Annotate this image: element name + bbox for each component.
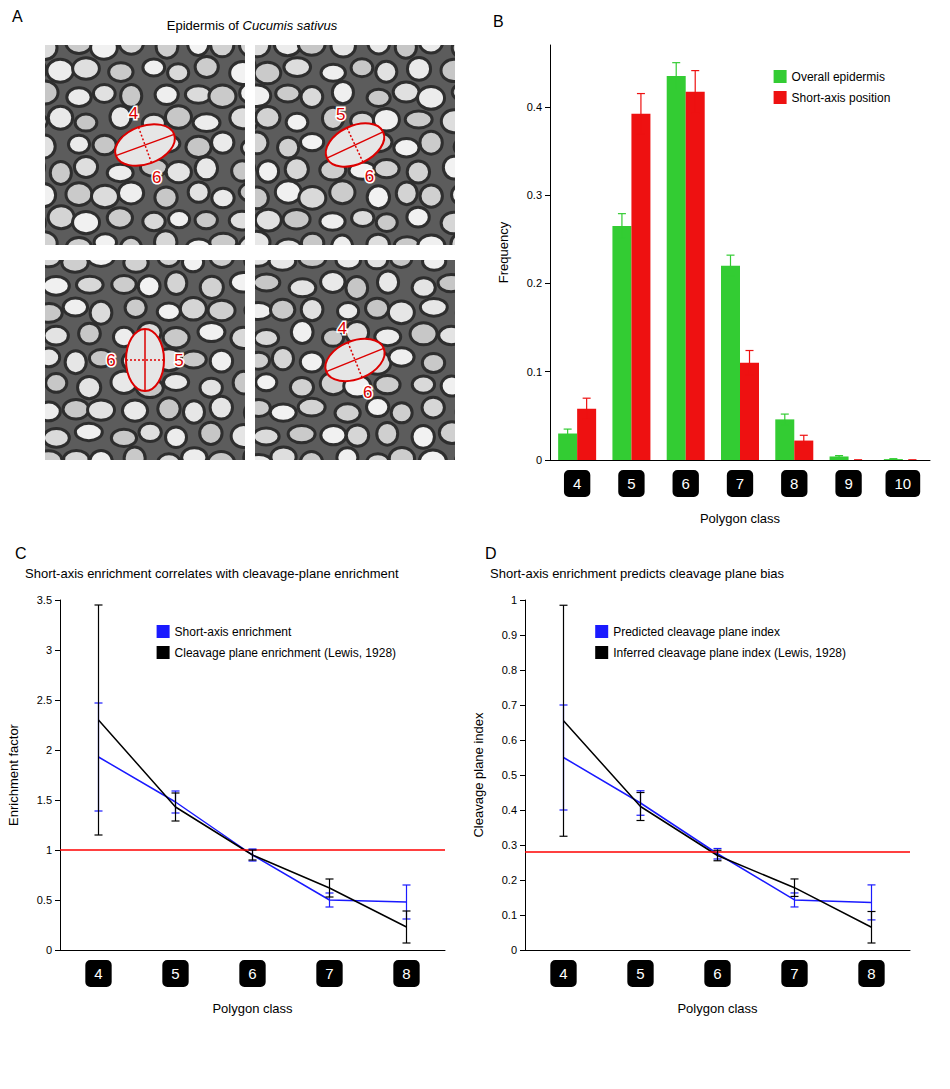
svg-text:4: 4: [559, 965, 567, 982]
svg-text:Frequency: Frequency: [496, 221, 511, 283]
svg-text:8: 8: [402, 965, 410, 982]
svg-text:A: A: [12, 8, 23, 25]
svg-text:6: 6: [713, 965, 721, 982]
svg-text:0.8: 0.8: [502, 664, 517, 676]
svg-text:Overall epidermis: Overall epidermis: [792, 70, 885, 84]
svg-text:0.2: 0.2: [527, 277, 542, 289]
svg-text:0.6: 0.6: [502, 734, 517, 746]
svg-text:Polygon class: Polygon class: [677, 1001, 758, 1016]
svg-text:Polygon class: Polygon class: [700, 511, 781, 526]
svg-text:6: 6: [106, 351, 115, 370]
svg-text:8: 8: [790, 475, 798, 492]
svg-text:Short-axis enrichment predicts: Short-axis enrichment predicts cleavage …: [490, 566, 785, 581]
svg-text:0: 0: [511, 944, 517, 956]
svg-text:0.4: 0.4: [527, 101, 542, 113]
svg-text:2.5: 2.5: [37, 694, 52, 706]
svg-text:Polygon class: Polygon class: [212, 1001, 293, 1016]
svg-text:7: 7: [790, 965, 798, 982]
svg-text:5: 5: [174, 351, 183, 370]
svg-text:0.5: 0.5: [502, 769, 517, 781]
svg-text:C: C: [15, 545, 27, 562]
svg-text:0.4: 0.4: [502, 804, 517, 816]
svg-text:0: 0: [46, 944, 52, 956]
svg-text:Short-axis enrichment correlat: Short-axis enrichment correlates with cl…: [25, 566, 399, 581]
svg-text:Inferred cleavage plane index: Inferred cleavage plane index (Lewis, 19…: [613, 646, 846, 660]
svg-text:4: 4: [129, 104, 138, 123]
svg-text:Predicted cleavage plane index: Predicted cleavage plane index: [613, 625, 780, 639]
svg-text:0.5: 0.5: [37, 894, 52, 906]
svg-text:7: 7: [736, 475, 744, 492]
svg-text:3.5: 3.5: [37, 594, 52, 606]
svg-text:4: 4: [338, 319, 347, 338]
svg-text:B: B: [493, 13, 504, 30]
svg-text:D: D: [485, 545, 497, 562]
svg-text:6: 6: [152, 168, 161, 187]
svg-text:0.3: 0.3: [527, 189, 542, 201]
svg-text:Enrichment factor: Enrichment factor: [6, 723, 21, 826]
svg-text:6: 6: [365, 167, 374, 186]
svg-text:0.1: 0.1: [527, 366, 542, 378]
svg-text:1.5: 1.5: [37, 794, 52, 806]
svg-text:Short-axis position: Short-axis position: [792, 91, 891, 105]
svg-text:0: 0: [536, 454, 542, 466]
svg-text:9: 9: [844, 475, 852, 492]
svg-text:5: 5: [627, 475, 635, 492]
svg-text:0.1: 0.1: [502, 909, 517, 921]
svg-text:5: 5: [171, 965, 179, 982]
svg-text:0.3: 0.3: [502, 839, 517, 851]
svg-text:7: 7: [325, 965, 333, 982]
svg-text:0.9: 0.9: [502, 629, 517, 641]
svg-text:5: 5: [636, 965, 644, 982]
svg-text:Cleavage plane index: Cleavage plane index: [471, 712, 486, 838]
svg-text:6: 6: [248, 965, 256, 982]
svg-text:0.7: 0.7: [502, 699, 517, 711]
svg-text:0.2: 0.2: [502, 874, 517, 886]
svg-text:6: 6: [682, 475, 690, 492]
svg-text:8: 8: [867, 965, 875, 982]
svg-text:6: 6: [363, 383, 372, 402]
svg-text:4: 4: [573, 475, 581, 492]
svg-text:10: 10: [895, 475, 912, 492]
svg-text:2: 2: [46, 744, 52, 756]
svg-text:3: 3: [46, 644, 52, 656]
svg-text:4: 4: [94, 965, 102, 982]
svg-text:Short-axis enrichment: Short-axis enrichment: [175, 625, 292, 639]
svg-text:Epidermis of Cucumis sativus: Epidermis of Cucumis sativus: [167, 18, 338, 33]
svg-text:1: 1: [46, 844, 52, 856]
svg-text:1: 1: [511, 594, 517, 606]
svg-text:Cleavage plane enrichment (Lew: Cleavage plane enrichment (Lewis, 1928): [175, 646, 396, 660]
svg-text:5: 5: [336, 105, 345, 124]
